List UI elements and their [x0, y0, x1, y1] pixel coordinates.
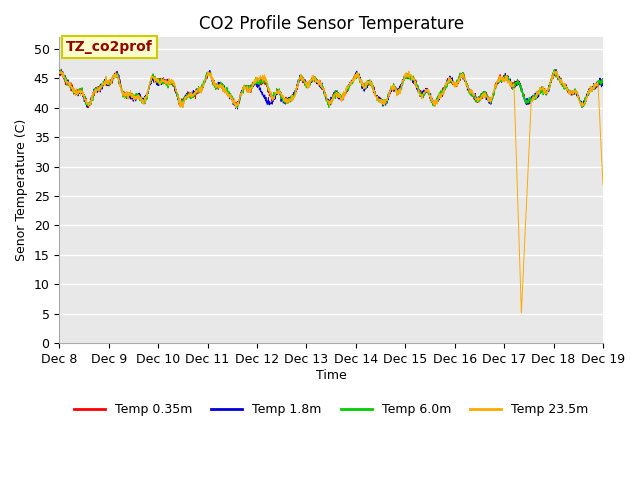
Title: CO2 Profile Sensor Temperature: CO2 Profile Sensor Temperature: [198, 15, 463, 33]
Legend: Temp 0.35m, Temp 1.8m, Temp 6.0m, Temp 23.5m: Temp 0.35m, Temp 1.8m, Temp 6.0m, Temp 2…: [68, 398, 593, 421]
Text: TZ_co2prof: TZ_co2prof: [66, 40, 152, 54]
X-axis label: Time: Time: [316, 369, 346, 382]
Y-axis label: Senor Temperature (C): Senor Temperature (C): [15, 119, 28, 261]
